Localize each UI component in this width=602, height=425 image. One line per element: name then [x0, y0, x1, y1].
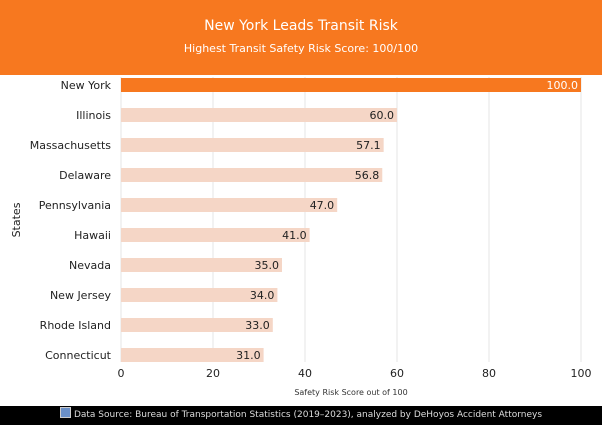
bar	[121, 78, 581, 92]
y-category-label: Nevada	[69, 259, 111, 272]
data-label: 33.0	[245, 319, 270, 332]
bar	[121, 258, 282, 272]
y-category-label: New York	[61, 79, 112, 92]
y-category-label: Pennsylvania	[39, 199, 111, 212]
chart-title: New York Leads Transit Risk	[204, 18, 398, 34]
data-label: 56.8	[355, 169, 380, 182]
bar	[121, 318, 273, 332]
data-label: 35.0	[255, 259, 280, 272]
x-tick-label: 100	[571, 367, 592, 380]
bar	[121, 198, 338, 212]
bar	[121, 168, 383, 182]
bar	[121, 138, 384, 152]
y-category-label: Massachusetts	[30, 139, 112, 152]
data-label: 60.0	[370, 109, 395, 122]
data-label: 31.0	[236, 349, 261, 362]
y-category-label: New Jersey	[50, 289, 112, 302]
bar	[121, 228, 310, 242]
data-label: 34.0	[250, 289, 275, 302]
x-tick-label: 40	[298, 367, 312, 380]
data-label: 100.0	[547, 79, 579, 92]
bar-chart-icon	[59, 407, 71, 418]
chart-header: New York Leads Transit Risk Highest Tran…	[0, 0, 602, 75]
y-category-label: Delaware	[59, 169, 111, 182]
y-axis-label: States	[10, 202, 23, 237]
x-tick-label: 20	[206, 367, 220, 380]
y-category-label: Illinois	[76, 109, 111, 122]
bar	[121, 108, 397, 122]
data-label: 47.0	[310, 199, 335, 212]
chart-subtitle: Highest Transit Safety Risk Score: 100/1…	[183, 42, 419, 55]
x-tick-label: 80	[482, 367, 496, 380]
y-category-label: Connecticut	[45, 349, 112, 362]
bar-chart: 100.0 60.0 57.1 56.8 47.0 41.0 35.0 34.0 33.0 31.…	[10, 77, 592, 397]
y-category-label: Rhode Island	[40, 319, 111, 332]
bar	[121, 288, 278, 302]
data-label: 57.1	[356, 139, 381, 152]
x-axis-label: Safety Risk Score out of 100	[294, 388, 407, 397]
x-tick-label: 60	[390, 367, 404, 380]
data-label: 41.0	[282, 229, 307, 242]
footer-source-text: Data Source: Bureau of Transportation St…	[73, 410, 543, 420]
bar	[121, 348, 264, 362]
footer: Data Source: Bureau of Transportation St…	[0, 406, 602, 425]
x-tick-label: 0	[118, 367, 125, 380]
y-category-label: Hawaii	[74, 229, 111, 242]
